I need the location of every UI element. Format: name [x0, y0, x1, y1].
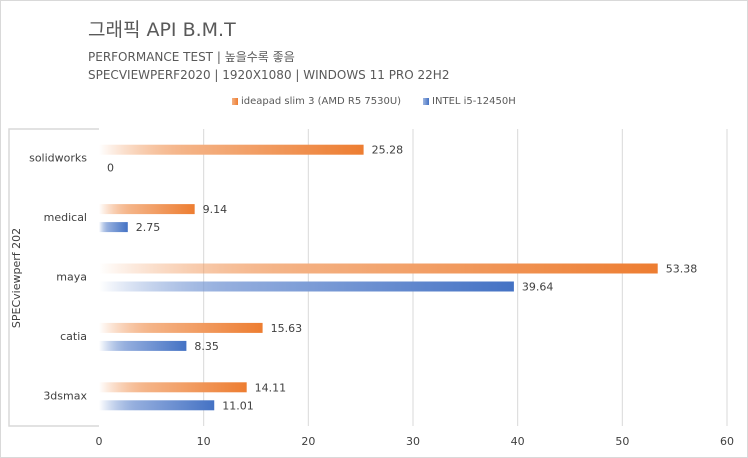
category-label: catia — [60, 330, 87, 343]
x-tick-label: 20 — [301, 435, 315, 448]
data-label: 53.38 — [666, 263, 698, 276]
data-label: 2.75 — [136, 221, 161, 234]
legend-label: ideapad slim 3 (AMD R5 7530U) — [241, 96, 402, 107]
category-label: medical — [44, 211, 87, 224]
legend-swatch — [423, 98, 430, 105]
data-label: 25.28 — [372, 144, 404, 157]
data-label: 8.35 — [194, 340, 219, 353]
bar-amd — [99, 382, 247, 393]
x-tick-label: 0 — [96, 435, 103, 448]
legend: ideapad slim 3 (AMD R5 7530U) INTEL i5-1… — [232, 96, 516, 107]
legend-item-amd: ideapad slim 3 (AMD R5 7530U) — [232, 96, 401, 107]
bar-amd — [99, 204, 195, 215]
x-tick-label: 30 — [406, 435, 420, 448]
bar-amd — [99, 144, 364, 155]
legend-item-intel: INTEL i5-12450H — [423, 96, 516, 107]
category-label: solidworks — [29, 152, 87, 165]
legend-label: INTEL i5-12450H — [432, 96, 516, 107]
x-tick-label: 50 — [615, 435, 629, 448]
bar-intel — [99, 281, 514, 292]
bar-intel — [99, 400, 215, 411]
data-label: 0 — [107, 162, 114, 175]
data-label: 39.64 — [522, 281, 554, 294]
data-label: 15.63 — [271, 322, 303, 335]
bar-intel — [99, 340, 187, 351]
chart-title: 그래픽 API B.M.T — [88, 19, 236, 41]
bar-intel — [99, 222, 128, 233]
chart-subtitle-2: SPECVIEWPERF2020 | 1920X1080 | WINDOWS 1… — [88, 68, 450, 82]
category-label: 3dsmax — [43, 389, 87, 402]
bar-amd — [99, 322, 263, 333]
x-tick-label: 40 — [511, 435, 525, 448]
legend-swatch — [232, 98, 238, 105]
category-group-box — [8, 128, 99, 427]
x-tick-label: 10 — [197, 435, 211, 448]
category-label: maya — [56, 271, 87, 284]
x-tick-label: 60 — [720, 435, 734, 448]
data-label: 11.01 — [222, 399, 254, 412]
data-label: 9.14 — [203, 203, 228, 216]
y-axis-label: SPECviewperf 202 — [10, 228, 23, 328]
chart-subtitle-1: PERFORMANCE TEST | 높을수록 좋음 — [88, 50, 295, 64]
data-label: 14.11 — [255, 381, 287, 394]
bar-amd — [99, 263, 658, 274]
